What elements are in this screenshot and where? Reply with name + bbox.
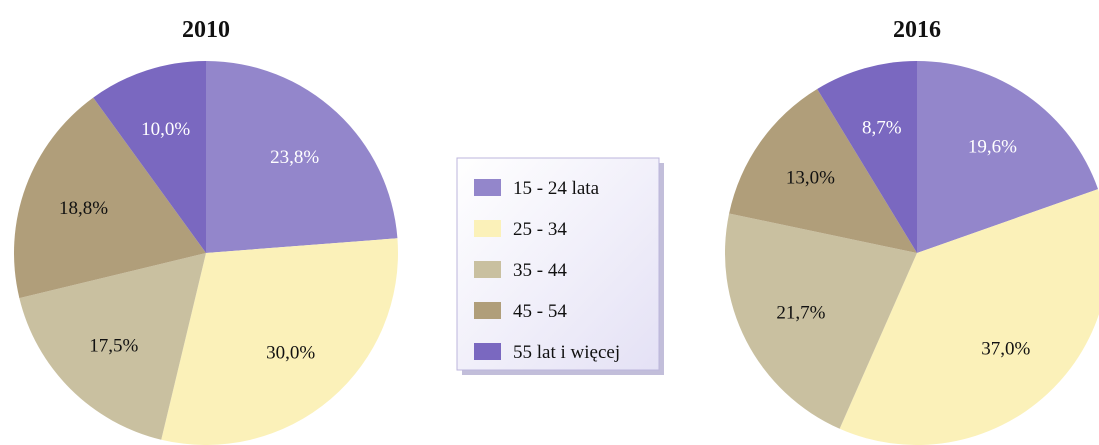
slice-label: 23,8%: [270, 147, 319, 168]
pie-slice: [729, 88, 917, 253]
pie-slice: [206, 61, 398, 253]
pie-slice: [93, 61, 206, 253]
legend-item: 45 - 54: [474, 301, 567, 322]
slice-label: 13,0%: [786, 168, 835, 189]
legend: 15 - 24 lata 25 - 34 35 - 44 45 - 54 55 …: [456, 157, 664, 375]
pie-slice: [161, 238, 398, 445]
slice-label: 10,0%: [141, 119, 190, 140]
pie-title: 2016: [893, 17, 941, 43]
legend-label: 55 lat i więcej: [513, 342, 620, 363]
pie-slice: [917, 61, 1099, 253]
slice-label: 8,7%: [862, 117, 902, 138]
slice-label: 17,5%: [89, 335, 138, 356]
pie-title: 2010: [182, 17, 230, 43]
pie-slice: [19, 253, 206, 440]
legend-label: 15 - 24 lata: [513, 178, 600, 199]
legend-label: 35 - 44: [513, 260, 567, 281]
slice-label: 30,0%: [266, 342, 315, 363]
pie-slice: [13, 97, 207, 299]
legend-swatch: [474, 343, 501, 360]
pie-slice: [817, 61, 917, 253]
legend-swatch: [474, 220, 501, 237]
slice-label: 21,7%: [776, 303, 825, 324]
pie-2010: 2010 23,8% 30,0% 17,5% 18,8% 10,0%: [13, 17, 398, 445]
pie-slice: [724, 213, 917, 429]
slice-label: 37,0%: [981, 339, 1030, 360]
legend-item: 55 lat i więcej: [474, 342, 620, 363]
legend-item: 25 - 34: [474, 219, 567, 240]
legend-swatch: [474, 302, 501, 319]
legend-label: 25 - 34: [513, 219, 567, 240]
legend-swatch: [474, 179, 501, 196]
slice-label: 19,6%: [968, 136, 1017, 157]
legend-swatch: [474, 261, 501, 278]
pie-slice: [839, 189, 1099, 445]
legend-item: 35 - 44: [474, 260, 567, 281]
slice-label: 18,8%: [59, 198, 108, 219]
legend-item: 15 - 24 lata: [474, 178, 600, 199]
legend-label: 45 - 54: [513, 301, 567, 322]
pie-2016: 2016 19,6% 37,0% 21,7% 13,0% 8,7%: [724, 17, 1099, 445]
